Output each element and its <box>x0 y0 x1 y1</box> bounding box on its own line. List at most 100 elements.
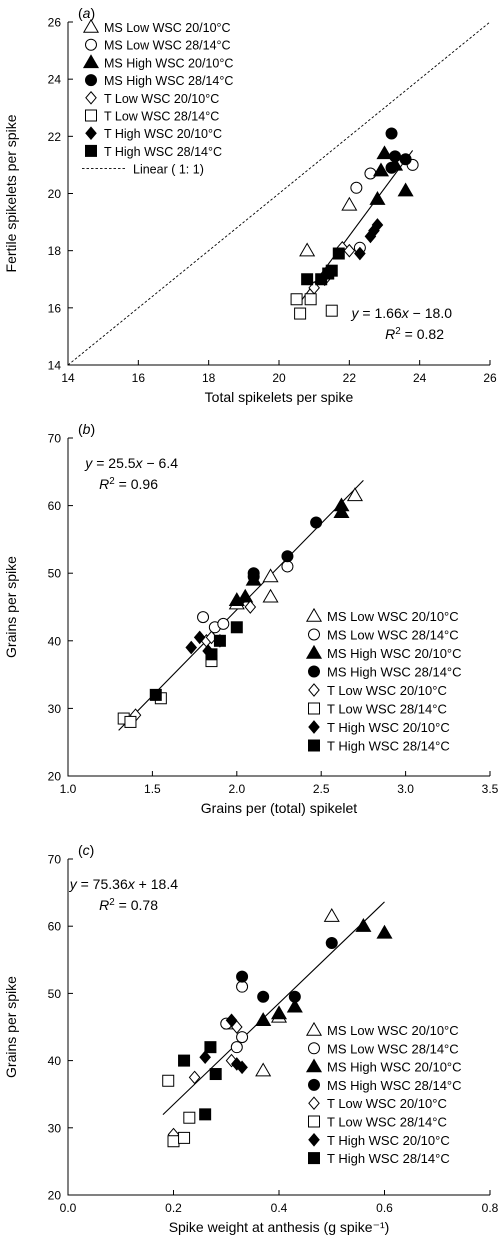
legend-entry-label: T Low WSC 20/10°C <box>327 1096 447 1111</box>
legend-marker-circle-open <box>85 38 97 51</box>
data-point-diamond-filled <box>354 246 366 261</box>
data-point-tri-open <box>262 568 279 583</box>
chart-panel-a: 14 16 18 20 22 24 26 14 16 18 20 22 24 26 Total spikel… <box>3 5 497 405</box>
data-point-tri-filled <box>376 145 393 160</box>
data-point-circle-filled <box>247 570 260 583</box>
y-tick-label: 22 <box>48 130 62 144</box>
y-tick-label: 14 <box>48 359 62 373</box>
legend-entry-label: T Low WSC 20/10°C <box>104 92 219 106</box>
data-point-tri-filled <box>376 924 393 939</box>
x-axis-label: Grains per (total) spikelet <box>201 800 358 816</box>
legend-marker-square-filled <box>85 144 97 157</box>
x-tick-label: 2.0 <box>228 782 245 796</box>
data-point-circle-open <box>350 181 363 194</box>
legend-entry-label: T High WSC 28/14°C <box>327 739 450 754</box>
legend-marker-diamond-filled <box>85 126 97 141</box>
data-point-circle-open <box>197 611 210 624</box>
legend-entry-label: T Low WSC 28/14°C <box>327 1115 447 1130</box>
data-point-tri-open <box>262 588 279 603</box>
y-tick-label: 60 <box>48 920 62 934</box>
legend-entry-label: T High WSC 20/10°C <box>327 1133 450 1148</box>
regression-equation: y = 25.5x − 6.4 <box>84 455 178 471</box>
r-squared-label: R2 = 0.82 <box>385 326 444 343</box>
data-point-circle-filled <box>236 970 249 983</box>
data-point-circle-filled <box>288 990 301 1003</box>
y-axis-label: Grains per spike <box>3 976 19 1078</box>
data-point-circle-filled <box>385 127 398 140</box>
data-point-circle-filled <box>281 550 294 563</box>
legend-marker-tri-filled <box>305 644 323 659</box>
data-point-diamond-filled <box>368 223 380 238</box>
chart-panel-c: 0.0 0.2 0.4 0.6 0.8 20 30 40 50 60 70 Spike weight … <box>3 842 499 1235</box>
data-point-circle-open <box>236 1031 249 1044</box>
x-tick-label: 16 <box>132 371 146 385</box>
legend-marker-circle-filled <box>85 74 97 87</box>
legend-entry-label: MS Low WSC 28/14°C <box>104 39 231 53</box>
one-to-one-line <box>67 21 491 366</box>
legend-entry-label: MS High WSC 20/10°C <box>104 56 233 70</box>
data-point-diamond-open <box>225 1053 238 1068</box>
regression-equation: y = 75.36x + 18.4 <box>69 876 179 892</box>
legend-marker-square-filled <box>308 739 320 752</box>
legend-entry-label: MS Low WSC 28/14°C <box>327 1041 459 1056</box>
y-tick-label: 40 <box>48 634 62 648</box>
legend-marker-square-open <box>85 109 97 122</box>
legend-entry-label: T Low WSC 28/14°C <box>327 702 447 717</box>
data-point-square-filled <box>205 648 218 661</box>
data-point-square-open <box>178 1131 191 1144</box>
y-tick-label: 20 <box>48 1189 62 1203</box>
legend-marker-tri-filled <box>305 1058 323 1073</box>
legend-entry-label: MS High WSC 28/14°C <box>104 74 233 88</box>
panel-label: (a) <box>78 5 95 21</box>
y-tick-label: 24 <box>48 73 62 87</box>
y-tick-label: 30 <box>48 702 62 716</box>
legend-entry-label: MS High WSC 28/14°C <box>327 665 462 680</box>
x-tick-label: 24 <box>413 371 427 385</box>
legend-entry-label: MS Low WSC 28/14°C <box>327 628 459 643</box>
legend-marker-tri-filled <box>82 54 100 69</box>
data-point-diamond-filled <box>225 1013 238 1028</box>
data-point-circle-filled <box>399 153 412 166</box>
data-point-tri-filled <box>355 918 372 932</box>
x-tick-label: 0.8 <box>482 1201 499 1215</box>
data-point-square-filled <box>325 264 338 277</box>
data-point-tri-filled <box>333 504 350 519</box>
data-point-square-filled <box>199 1108 212 1121</box>
data-point-circle-open <box>217 617 230 630</box>
data-point-square-open <box>290 293 303 306</box>
legend-entry-label: MS Low WSC 20/10°C <box>104 21 231 35</box>
x-tick-label: 2.5 <box>313 782 330 796</box>
data-point-circle-open <box>281 560 294 573</box>
data-point-circle-filled <box>325 937 338 949</box>
data-point-tri-open <box>341 196 358 211</box>
data-point-square-filled <box>332 247 345 260</box>
x-tick-label: 1.5 <box>144 782 161 796</box>
x-tick-label: 14 <box>61 371 75 385</box>
legend-marker-diamond-open <box>85 90 97 105</box>
data-point-square-filled <box>149 688 162 701</box>
legend-entry-label: T Low WSC 28/14°C <box>104 110 219 124</box>
data-point-square-open <box>304 293 317 306</box>
data-point-tri-filled <box>255 1012 272 1026</box>
data-point-tri-filled <box>237 588 254 603</box>
data-point-circle-filled <box>310 516 323 529</box>
y-axis-label: Grains per spike <box>3 556 19 658</box>
data-point-diamond-open <box>188 1070 201 1085</box>
legend-marker-square-filled <box>308 1152 320 1165</box>
data-point-tri-filled <box>397 182 414 197</box>
legend-marker-diamond-filled <box>308 720 320 734</box>
legend-marker-circle-open <box>308 628 320 641</box>
x-tick-label: 3.5 <box>482 782 499 796</box>
panel-label: (c) <box>78 842 94 858</box>
data-point-tri-open <box>323 907 340 922</box>
data-point-diamond-filled <box>193 630 206 645</box>
legend-marker-circle-filled <box>308 1078 320 1091</box>
legend-entry-label: T High WSC 20/10°C <box>104 127 222 141</box>
data-point-tri-filled <box>270 1005 288 1020</box>
data-point-square-filled <box>230 621 243 634</box>
x-axis-label: Total spikelets per spike <box>205 389 354 405</box>
x-tick-label: 26 <box>483 371 497 385</box>
data-point-diamond-open <box>244 600 257 614</box>
legend-marker-circle-open <box>308 1042 320 1055</box>
legend-marker-tri-open <box>82 18 100 33</box>
